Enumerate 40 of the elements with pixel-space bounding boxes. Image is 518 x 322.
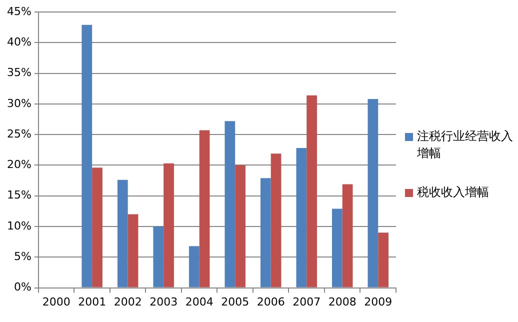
x-tick-label: 2008 (328, 295, 356, 308)
y-tick-label: 0% (14, 280, 32, 294)
bar (92, 168, 102, 288)
y-tick-label: 30% (6, 96, 32, 110)
bar (128, 214, 138, 288)
bar (296, 148, 307, 288)
x-tick-label: 2004 (185, 295, 214, 308)
bar (270, 154, 282, 288)
x-tick-label: 2001 (78, 295, 106, 308)
y-tick-label: 25% (6, 127, 32, 140)
x-tick-label: 2002 (114, 295, 142, 308)
bar (378, 232, 388, 288)
legend-label: 税收收入增幅 (417, 184, 489, 201)
y-tick-label: 20% (6, 158, 32, 172)
bar (199, 130, 210, 288)
legend-label: 注税行业经营收入增幅 (417, 128, 514, 162)
x-tick-label: 2009 (364, 295, 392, 308)
bar (235, 165, 246, 288)
y-tick-label: 5% (14, 250, 32, 264)
bar (164, 163, 174, 288)
y-tick-label: 45% (6, 4, 32, 18)
bar (368, 99, 378, 288)
bar (224, 121, 236, 288)
bar (342, 184, 353, 288)
x-tick-label: 2006 (256, 295, 285, 308)
x-tick-label: 2000 (42, 295, 70, 308)
x-tick-label: 2005 (221, 295, 250, 308)
y-tick-label: 40% (6, 36, 32, 49)
bar (188, 246, 200, 288)
y-tick-label: 10% (6, 219, 32, 232)
bar (332, 208, 342, 288)
x-tick-label: 2003 (150, 295, 178, 308)
bar (260, 178, 271, 288)
x-tick-label: 2007 (292, 295, 321, 308)
y-tick-label: 15% (6, 188, 32, 202)
bar (82, 24, 92, 288)
bar (306, 95, 317, 288)
y-tick-label: 35% (6, 66, 32, 80)
bar (117, 180, 128, 288)
bar (153, 226, 164, 288)
